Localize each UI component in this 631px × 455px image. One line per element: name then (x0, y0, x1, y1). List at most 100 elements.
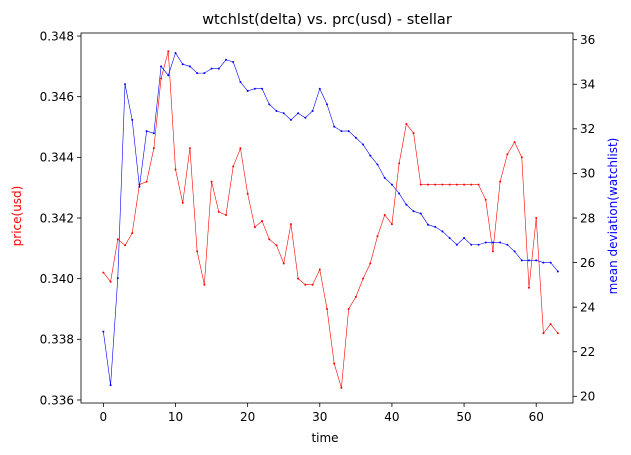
price-point (261, 220, 264, 223)
price-line (103, 51, 559, 388)
x-tick-label: 0 (100, 410, 108, 424)
watchlist-point (376, 163, 379, 166)
price-point (311, 283, 314, 286)
series-layer (102, 50, 559, 389)
watchlist-point (340, 130, 343, 133)
watchlist-point (160, 65, 163, 68)
price-point (102, 271, 105, 274)
price-point (491, 250, 494, 253)
watchlist-point (470, 243, 473, 246)
watchlist-point (304, 116, 307, 119)
price-point (333, 362, 336, 365)
plot-area (81, 33, 573, 403)
price-point (326, 307, 328, 310)
price-point (152, 147, 155, 150)
watchlist-point (398, 192, 401, 195)
watchlist-point (491, 241, 494, 244)
price-point (188, 147, 191, 150)
watchlist-point (138, 185, 141, 188)
watchlist-point (116, 277, 119, 280)
watchlist-point (419, 212, 422, 215)
price-point (289, 223, 292, 226)
price-point (145, 180, 148, 183)
watchlist-point (347, 130, 350, 133)
watchlist-point (405, 203, 408, 206)
y-left-tick-label: 0.346 (40, 90, 74, 104)
watchlist-point (253, 87, 256, 90)
watchlist-point (246, 89, 249, 92)
y-left-tick-label: 0.340 (40, 272, 74, 286)
watchlist-point (217, 67, 220, 70)
price-point (160, 77, 163, 80)
y-right-tick-label: 22 (580, 345, 595, 359)
watchlist-point (232, 60, 235, 63)
price-point (217, 210, 220, 213)
price-point (549, 323, 552, 326)
price-point (463, 183, 466, 186)
price-point (116, 238, 119, 241)
price-point (340, 386, 343, 389)
watchlist-point (152, 132, 155, 135)
price-point (477, 183, 480, 186)
price-point (304, 283, 307, 286)
price-point (203, 283, 206, 286)
x-tick-label: 50 (456, 410, 471, 424)
y-left-tick-label: 0.342 (40, 211, 74, 225)
watchlist-point (333, 125, 336, 128)
watchlist-point (261, 87, 264, 90)
y-right-tick-label: 26 (580, 256, 595, 270)
price-point (427, 183, 429, 186)
watchlist-point (499, 241, 502, 244)
watchlist-series (102, 52, 559, 387)
price-point (354, 295, 357, 298)
price-point (383, 213, 386, 216)
x-tick-label: 60 (529, 410, 544, 424)
watchlist-point (513, 250, 516, 253)
watchlist-point (427, 223, 429, 226)
x-axis-label: time (311, 431, 338, 445)
watchlist-point (362, 143, 365, 146)
x-tick-label: 40 (384, 410, 399, 424)
watchlist-point (145, 130, 148, 133)
watchlist-point (506, 243, 509, 246)
watchlist-point (181, 63, 184, 66)
x-tick-label: 20 (240, 410, 255, 424)
watchlist-point (268, 103, 271, 106)
watchlist-point (124, 83, 127, 86)
y-right-tick-label: 24 (580, 300, 595, 314)
watchlist-point (210, 67, 213, 70)
watchlist-point (326, 103, 328, 106)
watchlist-point (542, 261, 545, 264)
y-right-tick-label: 20 (580, 390, 595, 404)
price-point (513, 141, 516, 144)
y-axis-right-label: mean deviation(watchlist) (606, 138, 620, 295)
watchlist-point (527, 259, 530, 262)
price-point (434, 183, 437, 186)
price-point (246, 192, 249, 195)
watchlist-point (188, 65, 191, 68)
price-point (232, 165, 235, 168)
watchlist-point (383, 176, 386, 179)
price-point (174, 168, 177, 171)
price-point (376, 235, 379, 238)
y-right-tick-label: 32 (580, 122, 595, 136)
watchlist-point (390, 183, 393, 186)
price-point (318, 268, 321, 271)
watchlist-line (103, 52, 559, 386)
price-point (210, 180, 213, 183)
price-point (412, 132, 415, 135)
watchlist-point (174, 52, 177, 55)
price-point (390, 223, 393, 226)
watchlist-point (275, 110, 278, 113)
y-right-tick-label: 34 (580, 78, 595, 92)
watchlist-point (463, 237, 466, 240)
price-point (362, 277, 365, 280)
price-point (484, 198, 487, 201)
price-point (398, 162, 401, 165)
watchlist-point (297, 112, 300, 115)
price-point (535, 217, 538, 219)
price-point (455, 183, 458, 186)
price-point (297, 277, 300, 280)
watchlist-point (318, 87, 321, 90)
